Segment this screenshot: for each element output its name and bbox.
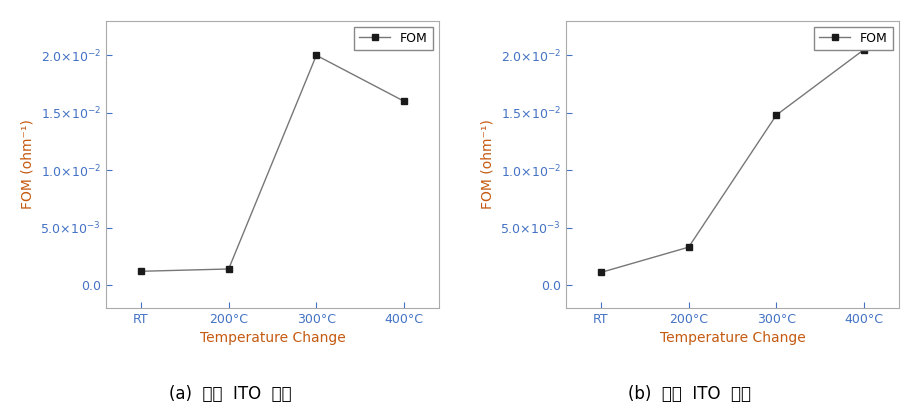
FOM	[683, 245, 694, 249]
FOM	[398, 99, 409, 104]
Legend: FOM: FOM	[354, 27, 433, 50]
Text: (a)  상용  ITO  타겟: (a) 상용 ITO 타겟	[168, 385, 291, 403]
X-axis label: Temperature Change: Temperature Change	[199, 331, 345, 346]
FOM	[857, 47, 868, 52]
Line: FOM: FOM	[137, 52, 407, 275]
FOM	[770, 113, 781, 118]
Line: FOM: FOM	[596, 46, 867, 276]
FOM	[223, 267, 234, 271]
FOM	[595, 270, 606, 275]
Y-axis label: FOM (ohm⁻¹): FOM (ohm⁻¹)	[21, 120, 35, 209]
Text: (b)  재생  ITO  타겟: (b) 재생 ITO 타겟	[628, 385, 751, 403]
FOM	[311, 53, 322, 58]
X-axis label: Temperature Change: Temperature Change	[659, 331, 804, 346]
FOM	[135, 269, 146, 274]
Legend: FOM: FOM	[813, 27, 892, 50]
Y-axis label: FOM (ohm⁻¹): FOM (ohm⁻¹)	[481, 120, 494, 209]
